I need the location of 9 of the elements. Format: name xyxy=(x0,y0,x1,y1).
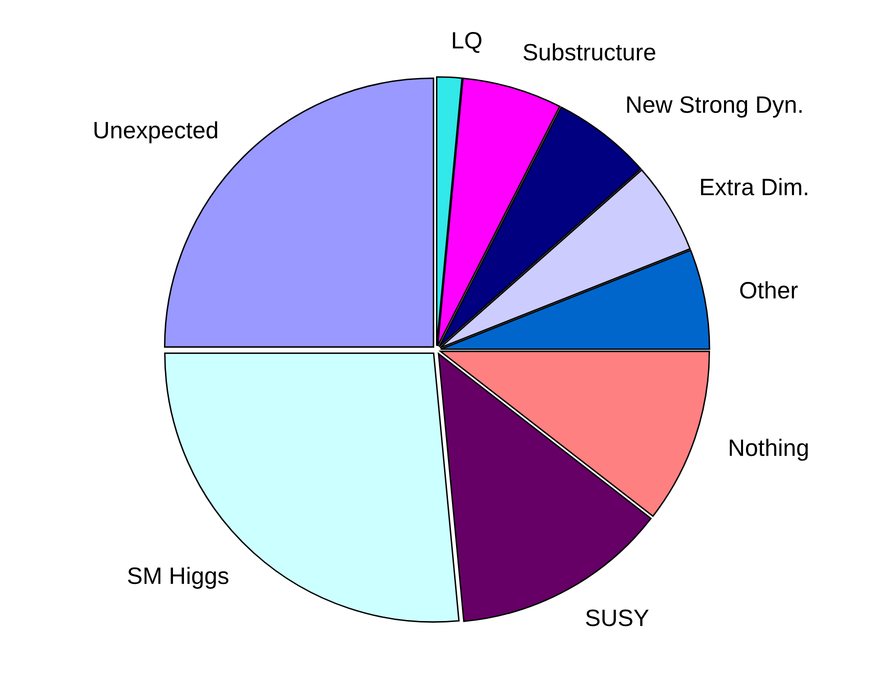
slice-label: Other xyxy=(740,281,798,299)
slice-label: Substructure xyxy=(524,43,656,61)
slice-label: Nothing xyxy=(730,438,808,461)
slice-label: LQ xyxy=(452,32,482,53)
slice-label: SM Higgs xyxy=(128,566,228,589)
slice-label: New Strong Dyn. xyxy=(627,96,802,118)
slice-label: Extra Dim. xyxy=(701,178,808,196)
slice-label: SUSY xyxy=(586,610,649,626)
slice-label: Unexpected xyxy=(94,121,218,144)
